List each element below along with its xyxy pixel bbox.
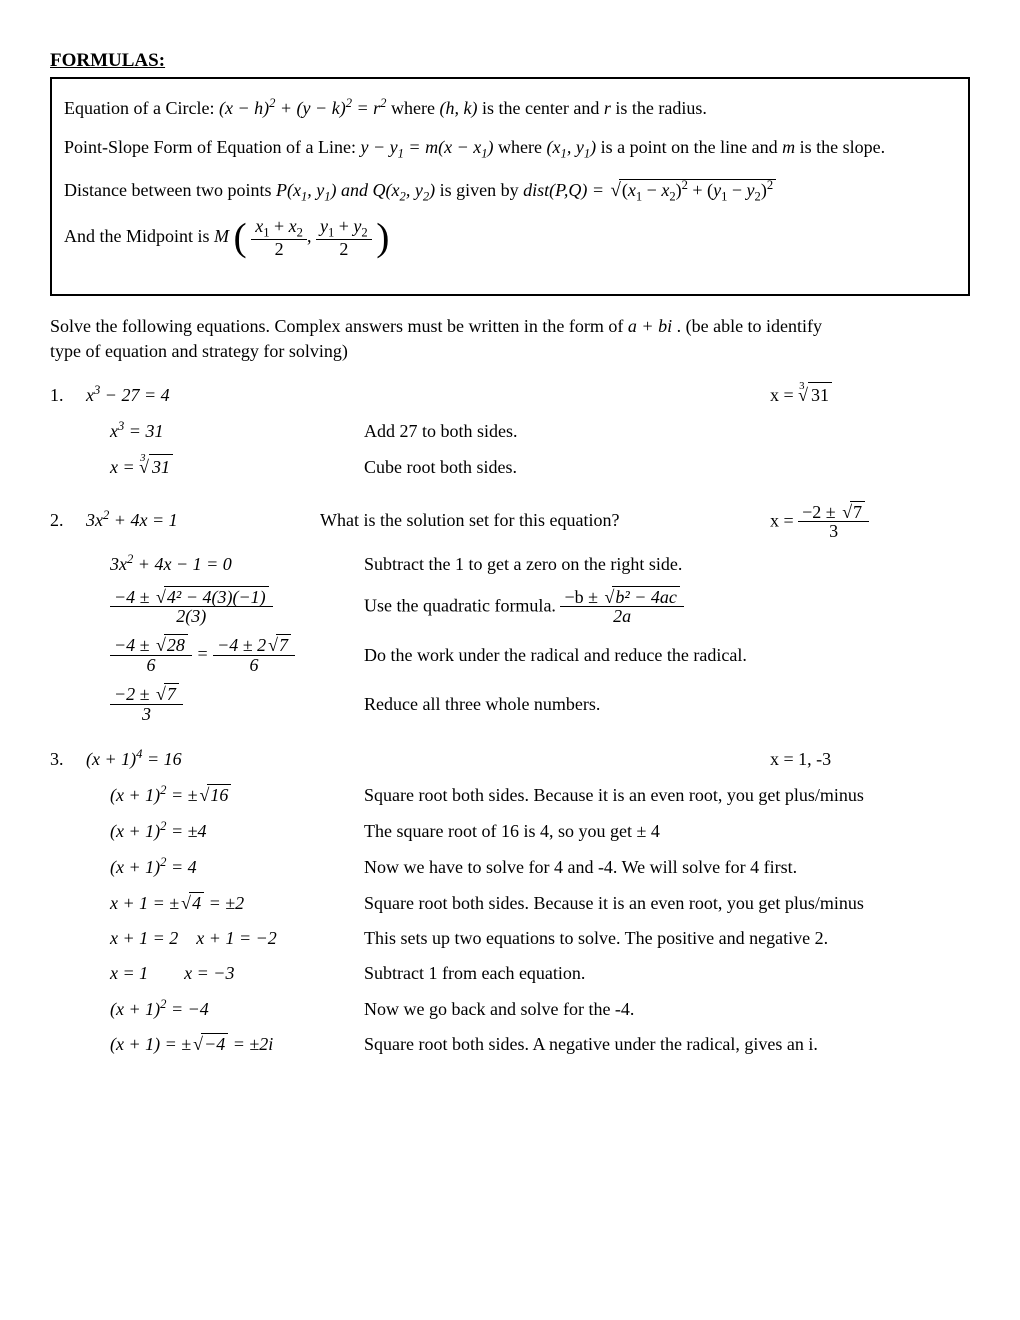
section-title: FORMULAS: bbox=[50, 48, 970, 75]
p1-ans-prefix: x = bbox=[770, 385, 798, 405]
p2-answer: x = −2 ± 7 3 bbox=[750, 503, 970, 542]
instr-1a: Solve the following equations. Complex a… bbox=[50, 316, 628, 336]
p1-step-1: x3 = 31 Add 27 to both sides. bbox=[110, 418, 970, 444]
dist-sqrt: (x1 − x2)2 + (y1 − y2)2 bbox=[608, 177, 776, 206]
p2-lhs: 3x2 + 4x = 1 bbox=[86, 507, 306, 533]
problem-3: 3. (x + 1)4 = 16 x = 1, -3 (x + 1)2 = ±1… bbox=[50, 746, 970, 1058]
mid-m: M bbox=[214, 226, 229, 246]
p2-s2-expl: Use the quadratic formula. −b ± b² − 4ac… bbox=[364, 588, 970, 627]
p2-ans-pre: x = bbox=[770, 510, 798, 530]
dist-and: and bbox=[341, 180, 373, 200]
p3-step-2: (x + 1)2 = ±4 The square root of 16 is 4… bbox=[110, 818, 970, 844]
p2-ans-den: 3 bbox=[798, 522, 869, 541]
p2-num: 2. bbox=[50, 508, 72, 533]
dist-prefix: Distance between two points bbox=[64, 180, 276, 200]
problem-2: 2. 3x2 + 4x = 1 What is the solution set… bbox=[50, 503, 970, 724]
formula-circle: Equation of a Circle: (x − h)2 + (y − k)… bbox=[64, 95, 956, 121]
ps-prefix: Point-Slope Form of Equation of a Line: bbox=[64, 137, 360, 157]
p3-step-7: (x + 1)2 = −4 Now we go back and solve f… bbox=[110, 996, 970, 1022]
p1-num: 1. bbox=[50, 383, 72, 408]
p2-step-4: −2 ± 7 3 Reduce all three whole numbers. bbox=[110, 685, 970, 724]
p1-step-2: x = 3√31 Cube root both sides. bbox=[110, 454, 970, 480]
formula-distance: Distance between two points P(x1, y1) an… bbox=[64, 177, 956, 206]
p3-s2-expl: The square root of 16 is 4, so you get ±… bbox=[364, 819, 970, 844]
p1-s2-expl: Cube root both sides. bbox=[364, 455, 970, 480]
p3-s6-expl: Subtract 1 from each equation. bbox=[364, 961, 970, 986]
ps-tail: is a point on the line and m is the slop… bbox=[601, 137, 885, 157]
ps-eq: y − y1 = m(x − x1) bbox=[360, 137, 493, 157]
circle-eq: (x − h)2 + (y − k)2 = r2 bbox=[219, 98, 387, 118]
p2-s3-expl: Do the work under the radical and reduce… bbox=[364, 643, 970, 668]
p2-s1-expl: Subtract the 1 to get a zero on the righ… bbox=[364, 552, 970, 577]
p1-answer: x = 3√31 bbox=[750, 382, 970, 408]
p3-s1-expl: Square root both sides. Because it is an… bbox=[364, 783, 970, 808]
p2-step-1: 3x2 + 4x − 1 = 0 Subtract the 1 to get a… bbox=[110, 551, 970, 577]
p3-s4-expl: Square root both sides. Because it is an… bbox=[364, 891, 970, 916]
p1-lhs: x3 − 27 = 4 bbox=[86, 382, 306, 408]
p3-num: 3. bbox=[50, 747, 72, 772]
formula-midpoint: And the Midpoint is M x1 + x22, y1 + y22 bbox=[64, 210, 956, 265]
dist-lhs: dist(P,Q) = bbox=[523, 180, 608, 200]
p3-s8-expl: Square root both sides. A negative under… bbox=[364, 1032, 970, 1057]
p3-step-5: x + 1 = 2 x + 1 = −2 This sets up two eq… bbox=[110, 926, 970, 951]
instructions: Solve the following equations. Complex a… bbox=[50, 314, 970, 364]
circle-mid: where bbox=[391, 98, 439, 118]
p3-s7-expl: Now we go back and solve for the -4. bbox=[364, 997, 970, 1022]
p3-step-4: x + 1 = ±4 = ±2 Square root both sides. … bbox=[110, 891, 970, 916]
p1-ans-rad: 31 bbox=[808, 382, 832, 408]
formulas-box: Equation of a Circle: (x − h)2 + (y − k)… bbox=[50, 77, 970, 296]
p1-s1-expl: Add 27 to both sides. bbox=[364, 419, 970, 444]
dist-q: Q(x2, y2) bbox=[373, 180, 436, 200]
problem-1: 1. x3 − 27 = 4 x = 3√31 x3 = 31 Add 27 t… bbox=[50, 382, 970, 481]
instr-1b: . (be able to identify bbox=[677, 316, 822, 336]
p3-s5-expl: This sets up two equations to solve. The… bbox=[364, 926, 970, 951]
mid-prefix: And the Midpoint is bbox=[64, 226, 214, 246]
circle-prefix: Equation of a Circle: bbox=[64, 98, 219, 118]
dist-p: P(x1, y1) bbox=[276, 180, 337, 200]
p2-step-3: −4 ± 28 6 = −4 ± 27 6 Do the work under … bbox=[110, 636, 970, 675]
p3-answer: x = 1, -3 bbox=[750, 747, 970, 772]
circle-center: (h, k) bbox=[439, 98, 477, 118]
p2-step-2: −4 ± 4² − 4(3)(−1) 2(3) Use the quadrati… bbox=[110, 588, 970, 627]
circle-tail: is the center and r is the radius. bbox=[482, 98, 707, 118]
p1-s2-pre: x = bbox=[110, 457, 139, 477]
p3-s3-expl: Now we have to solve for 4 and -4. We wi… bbox=[364, 855, 970, 880]
formula-pointslope: Point-Slope Form of Equation of a Line: … bbox=[64, 135, 956, 163]
instr-2: type of equation and strategy for solvin… bbox=[50, 341, 348, 361]
mid-paren: x1 + x22, y1 + y22 bbox=[234, 226, 390, 246]
p3-step-8: (x + 1) = ±−4 = ±2i Square root both sid… bbox=[110, 1032, 970, 1057]
dist-mid: is given by bbox=[440, 180, 524, 200]
p3-lhs: (x + 1)4 = 16 bbox=[86, 746, 306, 772]
p3-step-6: x = 1 x = −3 Subtract 1 from each equati… bbox=[110, 961, 970, 986]
p2-question: What is the solution set for this equati… bbox=[320, 508, 736, 533]
p3-step-1: (x + 1)2 = ±16 Square root both sides. B… bbox=[110, 782, 970, 808]
p1-s2-rad: 31 bbox=[149, 454, 173, 480]
p2-s4-expl: Reduce all three whole numbers. bbox=[364, 692, 970, 717]
ps-pt: (x1, y1) bbox=[547, 137, 597, 157]
p3-step-3: (x + 1)2 = 4 Now we have to solve for 4 … bbox=[110, 854, 970, 880]
ps-mid: where bbox=[498, 137, 546, 157]
instr-abi: a + bi bbox=[628, 316, 672, 336]
